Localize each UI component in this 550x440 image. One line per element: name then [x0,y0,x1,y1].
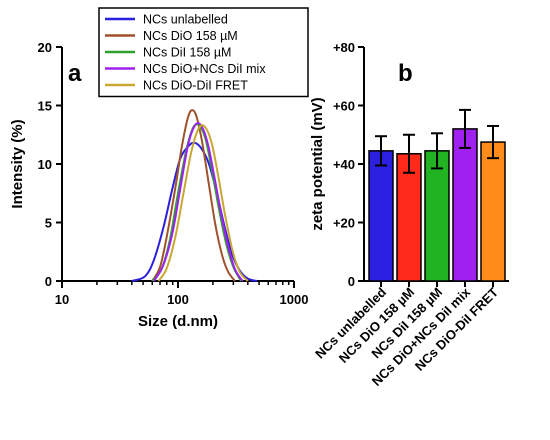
x-tick-label: 100 [167,292,189,307]
y-axis-title: zeta potential (mV) [309,97,326,230]
y-tick-label: +80 [333,40,355,55]
y-tick-label: 0 [348,274,355,289]
y-tick-label: 20 [38,40,52,55]
panel-label-b: b [398,60,413,87]
y-tick-label: 10 [38,157,52,172]
bar [480,141,506,282]
legend-entry: NCs unlabelled [143,13,228,27]
bar [424,150,450,282]
bar [368,150,394,282]
x-axis-title: Size (d.nm) [138,313,218,330]
x-tick-label: 1000 [280,292,309,307]
bar [452,128,478,282]
panel-label-a: a [68,60,82,87]
panel-a-legend: NCs unlabelled NCs DiO 158 µM NCs DiI 158 … [98,7,309,98]
y-tick-label: +40 [333,157,355,172]
y-axis-title: Intensity (%) [9,119,26,208]
y-tick-label: 5 [45,216,52,231]
legend-entry: NCs DiO+NCs DiI mix [143,62,266,76]
bar [396,153,422,282]
legend-entry: NCs DiO-DiI FRET [143,79,248,93]
series-line-ncs-dio-158-m [151,109,236,282]
y-tick-label: 15 [38,99,52,114]
legend-entry: NCs DiO 158 µM [143,29,238,43]
series-line-ncs-dio-dii-fret [157,124,249,282]
legend-entry: NCs DiI 158 µM [143,46,231,60]
series-line-ncs-unlabelled [131,141,258,282]
x-tick-label: 10 [55,292,69,307]
y-tick-label: +20 [333,216,355,231]
panel-a-line-chart: 0 5 10 15 20 10 100 1000 Size (d.nm) Intensity (%… [9,40,308,330]
y-tick-label: +60 [333,99,355,114]
y-tick-label: 0 [45,274,52,289]
